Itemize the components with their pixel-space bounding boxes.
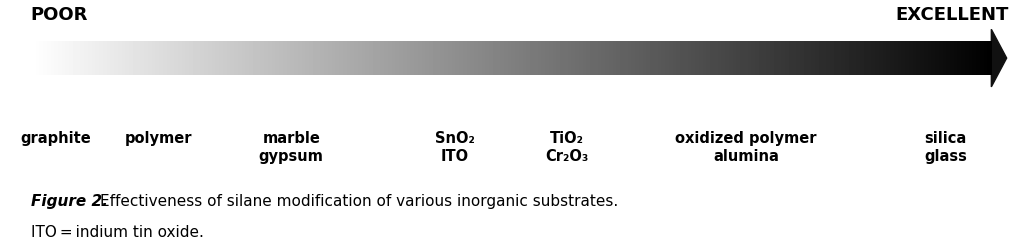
Text: graphite: graphite: [20, 131, 92, 146]
Text: TiO₂
Cr₂O₃: TiO₂ Cr₂O₃: [546, 131, 589, 164]
Text: POOR: POOR: [31, 6, 88, 24]
Text: EXCELLENT: EXCELLENT: [895, 6, 1009, 24]
Text: marble
gypsum: marble gypsum: [259, 131, 324, 164]
Text: SnO₂
ITO: SnO₂ ITO: [434, 131, 475, 164]
Text: ITO = indium tin oxide.: ITO = indium tin oxide.: [31, 225, 203, 240]
Text: Effectiveness of silane modification of various inorganic substrates.: Effectiveness of silane modification of …: [100, 194, 618, 209]
Text: silica
glass: silica glass: [924, 131, 967, 164]
Polygon shape: [991, 29, 1007, 87]
Text: polymer: polymer: [125, 131, 192, 146]
Text: oxidized polymer
alumina: oxidized polymer alumina: [676, 131, 817, 164]
Text: Figure 2.: Figure 2.: [31, 194, 107, 209]
